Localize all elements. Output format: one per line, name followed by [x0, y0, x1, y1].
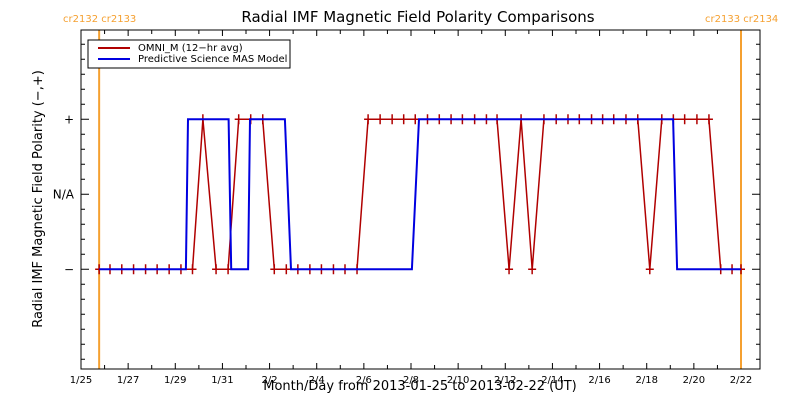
x-tick-label: 2/22	[730, 375, 752, 386]
legend-label-omni: OMNI_M (12−hr avg)	[138, 43, 243, 54]
omni-data-point	[505, 264, 514, 275]
legend: OMNI_M (12−hr avg) Predictive Science MA…	[87, 39, 291, 69]
x-tick-label: 2/20	[683, 375, 705, 386]
x-tick-label: 1/31	[211, 375, 233, 386]
y-tick-labels: + N/A −	[53, 112, 75, 276]
omni-data-point	[188, 264, 197, 275]
omni-data-point	[411, 114, 420, 125]
x-tick-label: 2/16	[588, 375, 610, 386]
y-tick-label: N/A	[53, 187, 75, 201]
x-tick-label: 2/4	[309, 375, 325, 386]
series-layer	[95, 114, 745, 275]
mas-series-line	[99, 118, 741, 271]
omni-data-point	[680, 114, 689, 125]
omni-data-point	[528, 264, 537, 275]
x-tick-label: 2/10	[447, 375, 469, 386]
plot-frame	[80, 29, 761, 370]
carrington-label-right: cr2133 cr2134	[705, 14, 778, 25]
x-tick-label: 1/25	[70, 375, 92, 386]
omni-data-point	[270, 264, 279, 275]
x-tick-label: 2/18	[635, 375, 657, 386]
x-tick-label: 2/2	[262, 375, 278, 386]
x-tick-label: 2/8	[403, 375, 419, 386]
y-axis-label: Radial IMF Magnetic Field Polarity (−,+)	[31, 70, 46, 328]
omni-data-point	[212, 264, 221, 275]
carrington-lines	[98, 30, 742, 369]
omni-data-point	[399, 114, 408, 125]
omni-data-point	[388, 114, 397, 125]
omni-data-point	[692, 114, 701, 125]
x-tick-label: 2/12	[494, 375, 516, 386]
x-tick-labels: 1/25 1/27 1/29 1/31 2/2 2/4 2/6 2/8 2/10 2/12 2/14…	[70, 375, 752, 386]
x-tick-label: 1/29	[164, 375, 186, 386]
x-tick-label: 2/14	[541, 375, 563, 386]
axis-ticks	[80, 30, 760, 369]
x-axis-label: Month/Day from 2013-01-25 to 2013-02-22 …	[263, 379, 576, 394]
chart-title: Radial IMF Magnetic Field Polarity Compa…	[241, 8, 594, 26]
omni-data-point	[704, 114, 713, 125]
omni-data-point	[282, 264, 291, 275]
omni-data-point	[364, 114, 373, 125]
legend-label-mas: Predictive Science MAS Model	[138, 54, 287, 65]
omni-data-point	[234, 114, 243, 125]
y-tick-label: −	[64, 262, 74, 276]
omni-data-point	[376, 114, 385, 125]
legend-box	[87, 39, 291, 69]
omni-data-point	[645, 264, 654, 275]
omni-series-line	[99, 118, 741, 271]
carrington-label-left: cr2132 cr2133	[63, 14, 136, 25]
y-tick-label: +	[64, 112, 74, 126]
x-tick-label: 2/6	[356, 375, 372, 386]
x-tick-label: 1/27	[117, 375, 139, 386]
